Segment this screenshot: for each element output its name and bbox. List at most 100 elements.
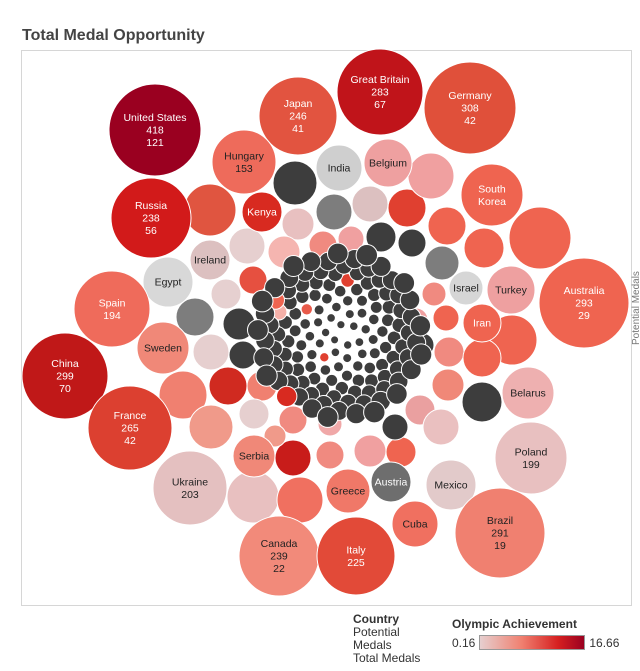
bubble-serbia[interactable] [232,434,276,478]
bubble[interactable] [386,383,408,405]
bubble[interactable] [427,206,467,246]
bubble[interactable] [247,319,269,341]
bubble[interactable] [315,193,353,231]
bubble-poland[interactable] [494,421,568,495]
bubble-mexico[interactable] [425,459,477,511]
bubble-japan[interactable] [258,76,338,156]
bubble[interactable] [461,381,503,423]
bubble[interactable] [276,385,298,408]
bubble[interactable] [365,221,397,253]
bubble[interactable] [250,289,274,313]
bubble-russia[interactable] [110,177,192,259]
bubble-belgium[interactable] [363,138,413,188]
bubble[interactable] [352,360,364,372]
bubble[interactable] [282,255,305,277]
bubble-great-britain[interactable] [336,48,424,136]
bubble[interactable] [433,336,465,368]
bubble[interactable] [319,364,332,376]
bubble[interactable] [315,440,345,470]
bubble[interactable] [369,300,383,314]
bubble-austria[interactable] [370,461,412,503]
bubble-ireland[interactable] [189,239,231,281]
bubble[interactable] [183,183,237,237]
bubble[interactable] [421,281,447,307]
bubble[interactable] [325,373,339,387]
bubble-united-states[interactable] [108,83,202,177]
bubble[interactable] [326,313,336,323]
bubble-india[interactable] [315,144,363,192]
bubble[interactable] [349,321,359,332]
bubble[interactable] [333,284,347,298]
bubble[interactable] [321,292,333,305]
bubble[interactable] [354,337,365,348]
bubble[interactable] [304,360,318,374]
bubble[interactable] [353,434,387,468]
bubble-sweden[interactable] [136,321,190,375]
bubble[interactable] [210,278,242,310]
bubble[interactable] [272,160,318,206]
bubble[interactable] [355,244,378,267]
bubble[interactable] [208,366,248,406]
bubble[interactable] [278,405,308,435]
bubble[interactable] [255,364,278,387]
bubble[interactable] [407,152,455,200]
bubble[interactable] [333,361,344,373]
bubble[interactable] [290,350,305,364]
bubble-ukraine[interactable] [152,450,228,526]
bubble[interactable] [313,317,324,328]
bubble-kenya[interactable] [241,191,283,233]
bubble[interactable] [304,330,316,342]
bubble[interactable] [226,470,280,524]
bubble[interactable] [379,340,393,355]
bubble[interactable] [308,288,322,302]
bubble[interactable] [340,369,354,382]
bubble[interactable] [295,339,308,352]
bubble-italy[interactable] [316,516,396,596]
bubble[interactable] [387,188,427,228]
bubble[interactable] [343,340,353,350]
bubble-south-korea[interactable] [460,163,524,227]
bubble[interactable] [356,307,368,319]
bubble[interactable] [342,295,354,307]
bubble[interactable] [316,406,339,428]
bubble[interactable] [192,333,230,371]
bubble[interactable] [228,340,258,370]
bubble-brazil[interactable] [454,487,546,579]
bubble[interactable] [363,401,386,424]
bubble-china[interactable] [21,332,109,420]
bubble[interactable] [409,315,432,337]
bubble-australia[interactable] [538,257,630,349]
bubble[interactable] [319,352,330,363]
bubble[interactable] [376,325,389,338]
bubble-iran[interactable] [462,303,502,343]
bubble-egypt[interactable] [142,256,194,308]
bubble-turkey[interactable] [486,265,536,315]
bubble[interactable] [238,265,268,295]
bubble[interactable] [175,297,215,337]
bubble[interactable] [342,353,353,364]
bubble[interactable] [397,228,427,258]
bubble[interactable] [351,185,389,223]
bubble[interactable] [344,309,355,320]
bubble[interactable] [356,294,368,307]
bubble[interactable] [345,403,367,425]
bubble-germany[interactable] [423,61,517,155]
bubble-greece[interactable] [325,468,371,514]
bubble[interactable] [336,320,346,330]
bubble[interactable] [431,368,465,402]
bubble[interactable] [238,398,270,430]
bubble[interactable] [424,245,460,281]
bubble[interactable] [327,242,349,265]
bubble-israel[interactable] [448,270,484,306]
bubble[interactable] [299,318,312,330]
bubble[interactable] [432,304,460,332]
bubble[interactable] [368,313,380,326]
bubble[interactable] [320,327,331,338]
bubble[interactable] [508,206,572,270]
bubble[interactable] [288,324,302,338]
bubble[interactable] [360,324,371,335]
bubble[interactable] [331,301,342,313]
bubble[interactable] [158,370,208,420]
bubble[interactable] [313,304,325,316]
bubble[interactable] [357,348,368,360]
